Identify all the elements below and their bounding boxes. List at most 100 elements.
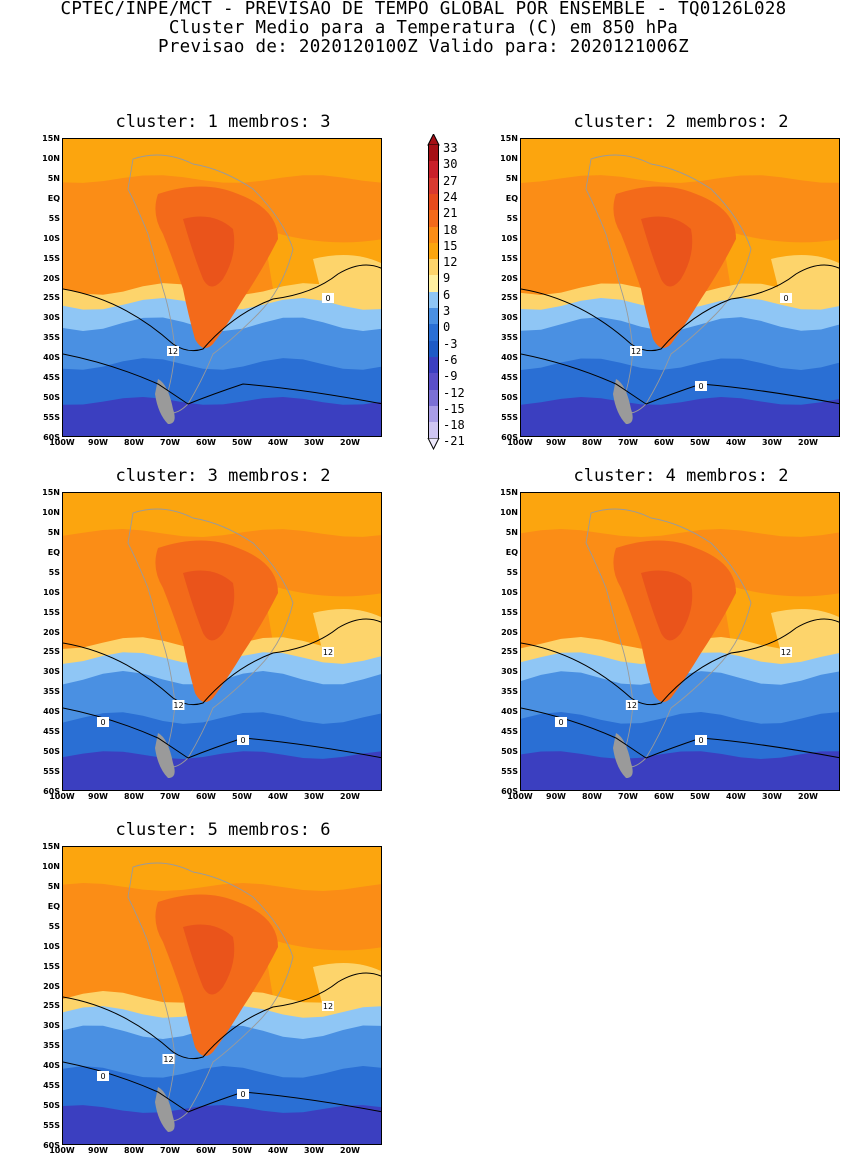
lat-tick-label: 30S <box>43 313 60 323</box>
lon-tick-label: 20W <box>798 438 818 447</box>
lat-tick-label: 25S <box>43 647 60 657</box>
lat-tick-label: 15N <box>42 488 60 497</box>
warm-core-24 <box>641 216 693 287</box>
cluster-map-5: 12 12 0 0 <box>62 846 382 1145</box>
patagonia-terrain <box>613 379 633 424</box>
svg-text:12: 12 <box>631 347 641 356</box>
colorbar-swatch <box>428 405 439 423</box>
lat-tick-label: 60S <box>501 433 518 442</box>
lon-tick-label: 20W <box>340 792 360 801</box>
lon-tick-label: 30W <box>762 438 782 447</box>
coastline <box>127 862 294 1122</box>
contour-label: 12 <box>167 346 179 356</box>
colorbar-swatch <box>428 340 439 358</box>
svg-text:0: 0 <box>698 382 703 391</box>
lat-tick-label: 10N <box>42 861 60 871</box>
lat-tick-label: 5N <box>47 527 60 537</box>
colorbar-label: 30 <box>443 157 458 172</box>
lon-tick-label: 80W <box>582 438 602 447</box>
colorbar-swatch <box>428 373 439 390</box>
lat-tick-label: 20S <box>43 273 60 283</box>
lon-tick-label: 50W <box>232 792 252 801</box>
lat-tick-label: 30S <box>501 667 518 677</box>
lat-tick-label: 10N <box>500 153 518 163</box>
lat-tick-label: 15S <box>43 961 60 971</box>
patagonia-terrain <box>613 733 633 778</box>
contour-label: 12 <box>172 700 185 710</box>
colorbar-label: -18 <box>443 418 465 433</box>
temperature-colorbar: 33 30 27 24 21 18 15 12 9 6 3 0 -3 -6 -9 -12 -15 -18 -21 <box>425 134 485 451</box>
lon-tick-label: 60W <box>196 792 216 801</box>
svg-text:12: 12 <box>627 701 637 710</box>
lat-tick-label: 40S <box>43 1061 60 1071</box>
contour-label: 12 <box>322 1001 334 1011</box>
svg-text:0: 0 <box>100 1072 105 1081</box>
colorbar-label: 27 <box>443 173 458 188</box>
colorbar-label: -6 <box>443 352 458 367</box>
panel-title: cluster: 1 membros: 3 <box>115 112 331 132</box>
lat-tick-label: 10S <box>43 587 60 597</box>
lat-tick-label: 40S <box>501 707 518 717</box>
contour-0 <box>521 707 839 759</box>
contour-12 <box>63 264 381 352</box>
contour-label: 0 <box>97 717 109 727</box>
temperature-field: 12 12 0 0 <box>63 847 381 1144</box>
colorbar-bottom-arrow <box>427 438 440 451</box>
svg-text:0: 0 <box>240 736 245 745</box>
contour-12 <box>63 618 381 706</box>
lon-tick-label: 70W <box>160 438 180 447</box>
lat-tick-label: 55S <box>501 767 518 777</box>
lat-tick-label: 50S <box>43 393 60 403</box>
lat-tick-label: 30S <box>43 667 60 677</box>
lat-tick-label: 25S <box>43 1001 60 1011</box>
band-15-north <box>521 493 839 537</box>
lat-tick-label: 10S <box>501 587 518 597</box>
header-line-1: CPTEC/INPE/MCT - PREVISAO DE TEMPO GLOBA… <box>60 0 787 19</box>
band-15-north <box>63 493 381 537</box>
colorbar-swatch <box>428 226 439 244</box>
lon-tick-label: 50W <box>690 792 710 801</box>
svg-text:0: 0 <box>783 294 788 303</box>
band-15-north <box>521 139 839 183</box>
lat-tick-label: 20S <box>501 627 518 637</box>
lat-tick-label: 5S <box>48 567 60 577</box>
coastline <box>585 154 752 414</box>
contour-label: 0 <box>780 293 792 303</box>
contour-label: 0 <box>97 1071 109 1081</box>
lat-tick-label: 10S <box>43 233 60 243</box>
lat-tick-label: 45S <box>43 1081 60 1091</box>
lon-tick-label: 80W <box>124 792 144 801</box>
lat-tick-label: 50S <box>501 747 518 757</box>
panel-title: cluster: 2 membros: 2 <box>573 112 789 132</box>
lat-tick-label: 35S <box>43 1041 60 1051</box>
contour-0 <box>63 353 381 405</box>
svg-text:0: 0 <box>558 718 563 727</box>
lat-tick-label: 40S <box>501 353 518 363</box>
contour-0 <box>521 353 839 405</box>
warm-core-24 <box>183 570 235 641</box>
band-3 <box>521 671 839 735</box>
colorbar-swatch <box>428 356 439 374</box>
cluster-map-3: 12 12 0 0 <box>62 492 382 791</box>
contour-label: 0 <box>555 717 567 727</box>
lat-tick-label: 15N <box>42 134 60 143</box>
panel-title: cluster: 3 membros: 2 <box>115 466 331 486</box>
lon-tick-label: 90W <box>88 792 108 801</box>
colorbar-swatch <box>428 259 439 276</box>
lon-tick-label: 40W <box>726 438 746 447</box>
lat-tick-label: 35S <box>501 333 518 343</box>
lat-tick-label: 30S <box>501 313 518 323</box>
coastline <box>127 508 294 768</box>
lat-tick-label: 35S <box>43 333 60 343</box>
band-3 <box>63 1025 381 1089</box>
colorbar-swatch <box>428 422 439 439</box>
lat-tick-label: 50S <box>43 1101 60 1111</box>
colorbar-label: 0 <box>443 320 451 335</box>
warm-core-24 <box>183 216 235 287</box>
lat-tick-label: 15S <box>501 253 518 263</box>
lat-tick-label: 15N <box>42 842 60 851</box>
lat-tick-label: 20S <box>43 627 60 637</box>
band-minus-6 <box>521 751 839 790</box>
lat-tick-label: 5S <box>48 213 60 223</box>
lat-tick-label: 55S <box>43 767 60 777</box>
